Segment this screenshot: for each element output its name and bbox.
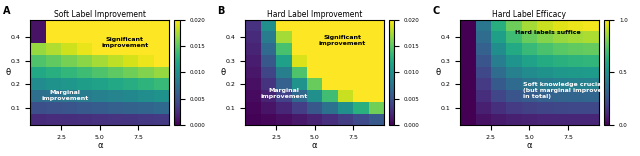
X-axis label: α: α: [97, 141, 102, 150]
Text: Marginal
improvement: Marginal improvement: [42, 90, 89, 101]
Text: B: B: [218, 6, 225, 16]
Title: Hard Label Improvement: Hard Label Improvement: [267, 10, 362, 19]
Text: Significant
improvement: Significant improvement: [101, 37, 148, 48]
Text: Marginal
improvement: Marginal improvement: [260, 88, 308, 99]
X-axis label: α: α: [312, 141, 317, 150]
Y-axis label: θ: θ: [6, 68, 11, 77]
Title: Soft Label Improvement: Soft Label Improvement: [54, 10, 146, 19]
Text: A: A: [3, 6, 10, 16]
Text: C: C: [433, 6, 440, 16]
Text: Significant
improvement: Significant improvement: [319, 35, 366, 46]
Text: Hard labels suffice: Hard labels suffice: [515, 30, 580, 35]
X-axis label: α: α: [527, 141, 532, 150]
Title: Hard Label Efficacy: Hard Label Efficacy: [492, 10, 566, 19]
Y-axis label: θ: θ: [435, 68, 440, 77]
Text: Soft knowledge crucial
(but marginal improvement
in total): Soft knowledge crucial (but marginal imp…: [522, 82, 620, 99]
Y-axis label: θ: θ: [220, 68, 225, 77]
